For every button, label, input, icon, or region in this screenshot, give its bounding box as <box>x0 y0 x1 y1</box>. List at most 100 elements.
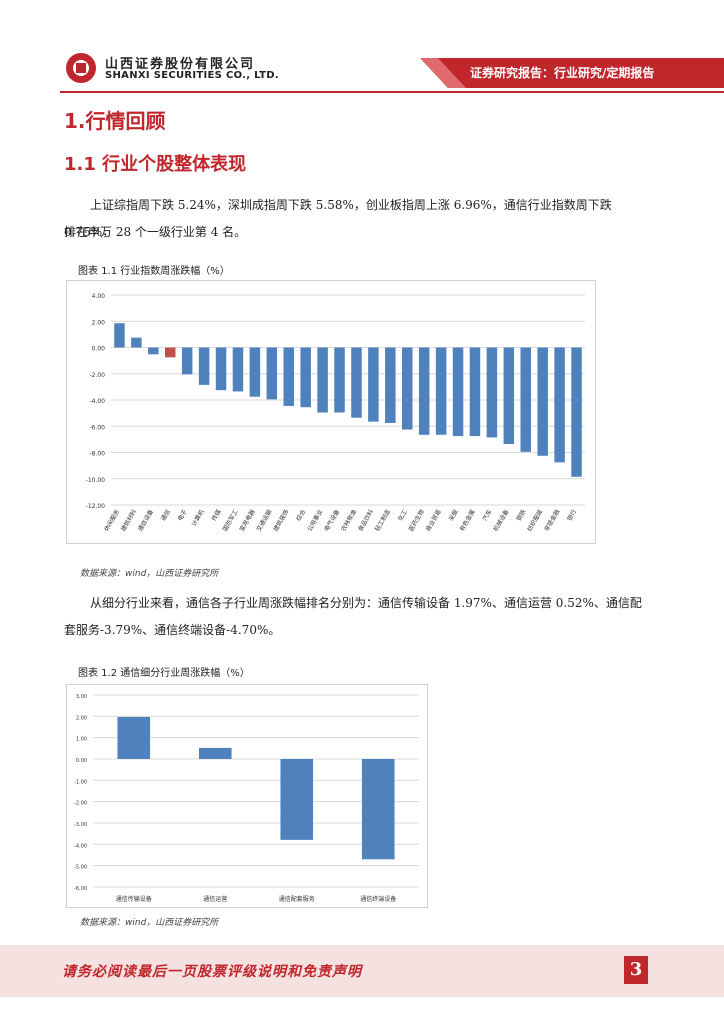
x-tick-label: 计算机 <box>190 508 206 528</box>
bar-17 <box>385 347 396 423</box>
figure-2-caption: 图表 1.2 通信细分行业周涨跌幅（%） <box>78 668 250 679</box>
bar-5 <box>181 347 193 375</box>
x-tick-label: 食品饮料 <box>356 508 375 533</box>
bar-2 <box>131 337 142 348</box>
y-tick-label: -4.00 <box>89 398 105 405</box>
chart-telecom-subindustry-svg: 3.00 2.00 1.00 0.00 -1.00 -2.00 -3.00 -4.00 -5.0… <box>74 694 419 903</box>
figure-1-caption: 图表 1.1 行业指数周涨跌幅（%） <box>78 266 230 277</box>
x-tick-label: 通信 <box>159 508 172 522</box>
logo-mark-icon <box>76 63 86 73</box>
header-divider <box>60 91 724 93</box>
bar-25 <box>520 347 531 452</box>
y-tick-label: -3.00 <box>74 822 87 828</box>
y-tick-label: -4.00 <box>74 843 87 849</box>
x-tick-label: 电气设备 <box>322 508 341 533</box>
section-heading: 1.行情回顾 <box>64 109 166 133</box>
bar-26 <box>537 347 548 456</box>
company-name-cn: 山西证券股份有限公司 <box>105 57 256 72</box>
x-tick-label: 通信终端设备 <box>360 895 396 903</box>
bar-1 <box>117 716 151 759</box>
bar-11 <box>283 347 294 406</box>
bar-12 <box>300 347 311 408</box>
x-tick-label: 传媒 <box>210 508 223 522</box>
x-tick-label: 建筑装饰 <box>272 508 291 533</box>
x-tick-label: 通信传输设备 <box>116 895 152 903</box>
x-tick-label: 采掘 <box>447 508 460 522</box>
page-number: 3 <box>624 956 648 984</box>
figure-2-source: 数据来源：wind，山西证券研究所 <box>80 918 219 928</box>
x-tick-label: 综合 <box>294 508 307 522</box>
paragraph-subindustry-line1: 从细分行业来看，通信各子行业周涨跌幅排名分别为：通信传输设备 1.97%、通信运… <box>90 596 642 610</box>
bar-3 <box>280 759 314 840</box>
bar-24 <box>503 347 515 444</box>
y-tick-label: -2.00 <box>74 801 87 807</box>
bar-20 <box>435 347 447 435</box>
paragraph-market-summary-line1: 上证综指周下跌 5.24%，深圳成指周下跌 5.58%，创业板指周上涨 6.96… <box>64 198 612 239</box>
x-tick-label: 休闲服务 <box>102 508 121 533</box>
header-band <box>420 58 724 88</box>
y-tick-label: -6.00 <box>74 886 87 892</box>
paragraph-market-summary-line2: 排在申万 28 个一级行业第 4 名。 <box>64 225 247 239</box>
bar-27 <box>554 347 565 463</box>
bar-4 <box>165 347 176 358</box>
bar-6 <box>198 347 210 385</box>
x-tick-label: 交通运输 <box>255 508 274 533</box>
y-tick-label: -5.00 <box>74 865 87 871</box>
y-tick-label: 1.00 <box>76 737 87 743</box>
x-tick-label: 非银金融 <box>542 508 561 533</box>
bar-16 <box>368 347 379 422</box>
bar-4 <box>361 759 395 860</box>
bar-18 <box>402 347 413 430</box>
y-tick-label: 2.00 <box>92 319 106 326</box>
x-tick-label: 商业贸易 <box>424 508 443 533</box>
y-tick-label: -12.00 <box>86 503 106 510</box>
y-tick-label: -8.00 <box>89 451 105 458</box>
x-tick-label: 公用事业 <box>305 508 324 533</box>
x-tick-label: 通信配套服务 <box>279 895 315 903</box>
y-tick-label: 0.00 <box>92 346 106 353</box>
bar-23 <box>486 347 498 438</box>
bar-3 <box>148 347 159 355</box>
x-tick-label: 国防军工 <box>221 508 240 533</box>
x-tick-label: 纺织服装 <box>525 508 544 533</box>
x-tick-label: 有色金属 <box>458 508 477 533</box>
paragraph-subindustry-line2: 套服务-3.79%、通信终端设备-4.70%。 <box>64 623 281 637</box>
bar-13 <box>317 347 328 413</box>
chart-industry-index: 4.00 2.00 0.00 -2.00 -4.00 -6.00 -8.00 -10.00 -1… <box>66 280 596 544</box>
x-tick-label: 化工 <box>396 508 409 522</box>
y-tick-label: 0.00 <box>76 758 87 764</box>
x-tick-label: 家用电器 <box>238 508 257 533</box>
x-tick-label: 通信设备 <box>136 508 155 533</box>
y-tick-label: 4.00 <box>92 293 106 300</box>
x-tick-label: 农林牧渔 <box>339 508 358 533</box>
bar-8 <box>232 347 244 392</box>
x-tick-label: 医药生物 <box>407 508 426 533</box>
bar-28 <box>571 347 582 477</box>
x-tick-label: 钢铁 <box>515 508 528 522</box>
bar-9 <box>249 347 261 397</box>
company-name-en: SHANXI SECURITIES CO., LTD. <box>105 70 279 81</box>
y-tick-label: 3.00 <box>76 694 87 700</box>
footer-disclaimer: 请务必阅读最后一页股票评级说明和免责声明 <box>62 964 362 980</box>
report-type: 证券研究报告：行业研究/定期报告 <box>470 66 655 80</box>
y-tick-label: -2.00 <box>89 372 105 379</box>
x-tick-label: 通信运营 <box>203 895 227 903</box>
y-tick-label: -10.00 <box>86 477 106 484</box>
page-header: 山西证券股份有限公司 SHANXI SECURITIES CO., LTD. 证… <box>0 0 724 100</box>
subsection-heading: 1.1 行业个股整体表现 <box>64 154 247 175</box>
footer-band <box>0 945 724 997</box>
bar-14 <box>334 347 345 413</box>
chart-telecom-subindustry: 3.00 2.00 1.00 0.00 -1.00 -2.00 -3.00 -4.00 -5.0… <box>66 684 428 908</box>
x-tick-label: 电子 <box>176 508 189 522</box>
bar-19 <box>418 347 430 435</box>
figure-1-source: 数据来源：wind，山西证券研究所 <box>80 569 219 579</box>
chart-industry-index-svg: 4.00 2.00 0.00 -2.00 -4.00 -6.00 -8.00 -10.00 -1… <box>86 293 585 533</box>
x-tick-label: 银行 <box>565 508 578 522</box>
bar-21 <box>452 347 464 437</box>
bar-7 <box>215 347 227 391</box>
y-tick-label: 2.00 <box>76 715 87 721</box>
x-tick-label: 机械设备 <box>492 508 511 533</box>
x-tick-label: 汽车 <box>481 508 494 522</box>
bar-22 <box>469 347 481 437</box>
x-tick-label: 建筑材料 <box>119 508 138 533</box>
